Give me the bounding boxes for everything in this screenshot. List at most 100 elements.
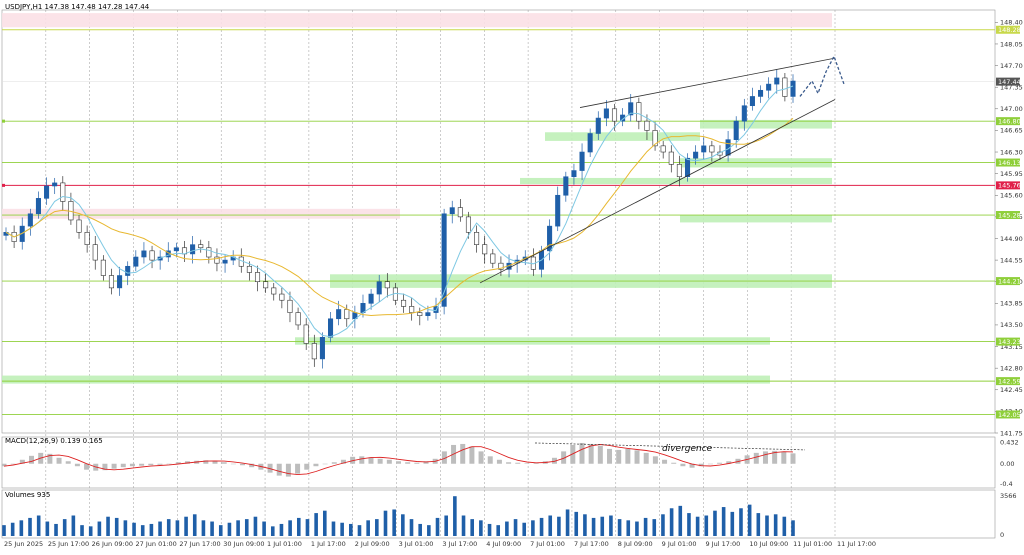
macd-histogram-bar: [781, 452, 786, 464]
candle-body: [93, 245, 97, 260]
volume-bar: [184, 517, 188, 536]
price-zone: [2, 13, 832, 27]
time-axis-label: 9 Jul 01:00: [662, 540, 697, 548]
macd-histogram-bar: [644, 453, 649, 464]
candle-body: [101, 260, 105, 275]
candle-body: [28, 214, 32, 226]
macd-histogram-bar: [323, 464, 328, 465]
volume-bar: [791, 520, 795, 536]
candle-body: [775, 78, 779, 84]
volume-bar: [202, 520, 206, 536]
volume-bar: [132, 523, 136, 536]
volume-bar: [757, 513, 761, 536]
volume-bar: [193, 514, 197, 536]
divergence-annotation: divergence: [662, 444, 712, 454]
macd-histogram-bar: [763, 451, 768, 463]
candle-body: [491, 254, 495, 263]
volume-bar: [410, 519, 414, 536]
volume-bar: [566, 509, 570, 536]
macd-histogram-bar: [11, 464, 16, 465]
time-axis-label: 8 Jul 09:00: [618, 540, 653, 548]
volume-bar: [427, 525, 431, 536]
level-tag-label: 145.76: [998, 182, 1021, 190]
volume-bar: [722, 507, 726, 536]
volume-bar: [731, 512, 735, 536]
volume-bar: [470, 519, 474, 536]
candle-body: [596, 118, 600, 133]
volume-bar: [436, 518, 440, 536]
candle-body: [564, 177, 568, 196]
volume-bar: [696, 517, 700, 536]
macd-histogram-bar: [635, 450, 640, 463]
volume-bar: [375, 519, 379, 536]
macd-scale-label: 0.00: [1000, 460, 1014, 468]
macd-histogram-bar: [598, 446, 603, 464]
volume-bar: [600, 517, 604, 536]
volume-bar: [210, 522, 214, 536]
macd-histogram-bar: [671, 463, 676, 464]
volume-bar: [739, 508, 743, 536]
candle-body: [174, 248, 178, 251]
volume-bar: [401, 514, 405, 536]
macd-histogram-bar: [506, 462, 511, 463]
candle-body: [418, 313, 422, 316]
candle-body: [450, 208, 454, 214]
chart-header: USDJPY,H1 147.38 147.48 147.28 147.44: [5, 3, 149, 11]
volume-bar: [89, 526, 93, 536]
macd-histogram-bar: [240, 464, 245, 465]
candle-body: [296, 313, 300, 325]
macd-histogram-bar: [754, 453, 759, 464]
volume-bar: [592, 518, 596, 536]
price-tick-label: 145.60: [1000, 192, 1023, 200]
candle-body: [474, 232, 478, 244]
volume-bar: [80, 525, 84, 536]
candle-body: [409, 306, 413, 312]
candle-body: [750, 96, 754, 105]
candle-body: [190, 245, 194, 254]
price-zone: [295, 337, 770, 344]
macd-histogram-bar: [286, 464, 291, 477]
macd-histogram-bar: [75, 464, 80, 466]
macd-histogram-bar: [497, 460, 502, 464]
candle-body: [401, 300, 405, 306]
candle-body: [150, 251, 154, 260]
candle-body: [604, 109, 608, 118]
time-axis-label: 7 Jul 01:00: [530, 540, 565, 548]
macd-histogram-bar: [680, 464, 685, 466]
macd-histogram-bar: [167, 464, 172, 465]
volume-bar: [254, 517, 258, 536]
macd-histogram-bar: [396, 461, 401, 463]
candle-body: [288, 300, 292, 312]
candle-body: [263, 282, 267, 288]
macd-histogram-bar: [112, 464, 117, 469]
macd-histogram-bar: [515, 463, 520, 464]
time-axis-label: 1 Jul 17:00: [311, 540, 346, 548]
price-tick-label: 142.80: [1000, 364, 1023, 372]
candle-body: [44, 186, 48, 198]
volume-bar: [167, 519, 171, 536]
volume-bar: [462, 516, 466, 536]
price-tick-label: 144.55: [1000, 256, 1023, 264]
price-zone: [680, 215, 832, 222]
macd-histogram-bar: [213, 461, 218, 463]
macd-histogram-bar: [653, 456, 658, 463]
candle-body: [572, 171, 576, 177]
level-tag-label: 145.28: [998, 211, 1021, 219]
candle-body: [580, 152, 584, 171]
volume-bar: [72, 516, 76, 536]
price-tick-label: 147.70: [1000, 62, 1023, 70]
macd-histogram-bar: [460, 444, 465, 464]
candle-body: [426, 313, 430, 316]
volume-bar: [418, 524, 422, 536]
volume-bar: [765, 516, 769, 536]
price-tick-label: 143.50: [1000, 321, 1023, 329]
time-axis-label: 30 Jun 09:00: [223, 540, 264, 548]
macd-histogram-bar: [479, 451, 484, 463]
macd-label: MACD(12,26,9) 0.139 0.165: [5, 437, 103, 445]
candle-body: [198, 245, 202, 248]
macd-histogram-bar: [304, 464, 309, 470]
time-axis-label: 9 Jul 17:00: [705, 540, 740, 548]
macd-histogram-bar: [387, 460, 392, 464]
time-axis-label: 26 Jun 09:00: [92, 540, 133, 548]
